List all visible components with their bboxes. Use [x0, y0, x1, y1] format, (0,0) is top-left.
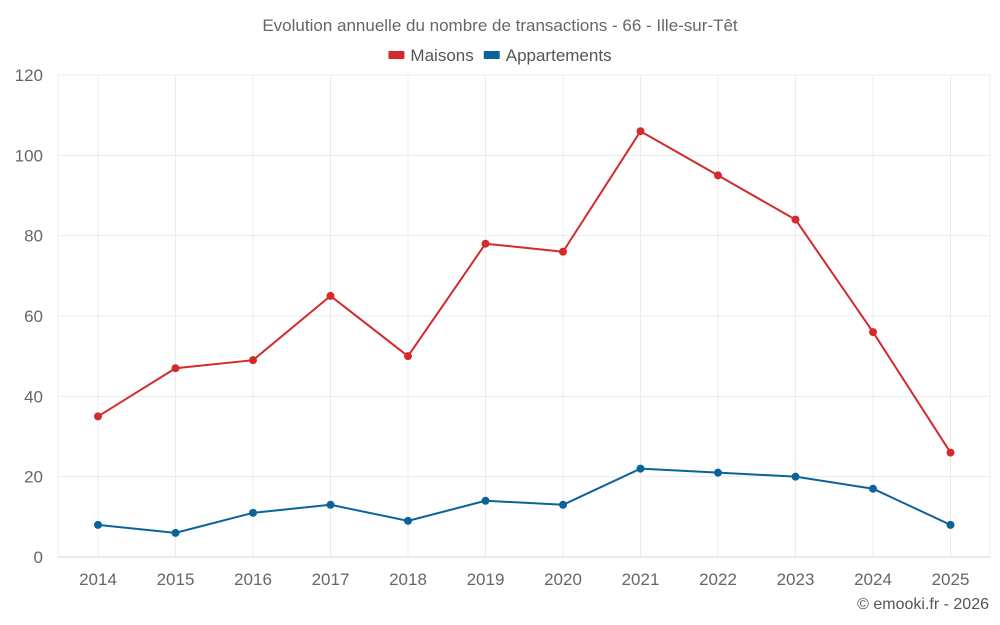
data-point-maisons[interactable] — [249, 356, 257, 365]
data-point-appartements[interactable] — [171, 528, 180, 537]
x-tick-label: 2025 — [932, 570, 970, 589]
x-axis-ticks: 2014 2015 2016 2017 2018 2019 2020 2021 2022 2023… — [79, 570, 969, 589]
legend: Maisons Appartements — [388, 46, 612, 65]
data-point-maisons[interactable] — [326, 291, 335, 300]
y-tick-label: 100 — [15, 146, 43, 165]
data-point-maisons[interactable] — [94, 412, 102, 421]
data-point-appartements[interactable] — [404, 516, 412, 525]
series-line-appartements — [97, 467, 951, 534]
x-tick-label: 2024 — [854, 570, 892, 589]
x-tick-label: 2016 — [234, 570, 272, 589]
x-tick-label: 2015 — [157, 570, 195, 589]
y-tick-label: 80 — [24, 227, 43, 246]
data-point-maisons[interactable] — [404, 352, 412, 361]
data-point-appartements[interactable] — [869, 484, 877, 493]
data-point-maisons[interactable] — [481, 239, 490, 248]
data-point-appartements[interactable] — [94, 520, 102, 529]
y-tick-label: 0 — [34, 548, 43, 567]
x-tick-label: 2019 — [467, 570, 505, 589]
data-point-appartements[interactable] — [249, 508, 257, 517]
data-point-maisons[interactable] — [946, 448, 955, 457]
x-gridlines — [57, 75, 991, 557]
y-gridlines — [58, 74, 990, 478]
x-tick-label: 2022 — [699, 570, 737, 589]
data-point-maisons[interactable] — [714, 171, 722, 180]
series-maisons — [94, 127, 955, 457]
data-point-maisons[interactable] — [636, 127, 645, 136]
data-point-maisons[interactable] — [869, 328, 877, 337]
data-point-appartements[interactable] — [946, 520, 955, 529]
series-line-maisons — [97, 130, 952, 454]
y-tick-label: 20 — [24, 468, 43, 487]
legend-item-appartements[interactable]: Appartements — [483, 46, 612, 65]
legend-label-maisons: Maisons — [410, 46, 473, 65]
x-tick-label: 2023 — [777, 570, 815, 589]
data-point-appartements[interactable] — [636, 464, 645, 473]
x-tick-label: 2018 — [389, 570, 427, 589]
data-point-appartements[interactable] — [714, 468, 722, 477]
x-tick-label: 2014 — [79, 570, 117, 589]
y-tick-label: 40 — [24, 387, 43, 406]
data-point-maisons[interactable] — [791, 215, 800, 224]
legend-swatch-appartements — [483, 51, 500, 59]
series-appartements — [94, 464, 955, 537]
y-axis-ticks: 0 20 40 60 80 100 120 — [15, 66, 43, 567]
data-point-maisons[interactable] — [171, 364, 180, 373]
x-tick-label: 2017 — [312, 570, 350, 589]
data-point-maisons[interactable] — [559, 247, 567, 256]
x-tick-label: 2020 — [544, 570, 582, 589]
y-tick-label: 60 — [24, 307, 43, 326]
legend-label-appartements: Appartements — [506, 46, 612, 65]
data-point-appartements[interactable] — [559, 500, 567, 509]
data-point-appartements[interactable] — [791, 472, 800, 481]
legend-swatch-maisons — [388, 51, 405, 59]
data-point-appartements[interactable] — [481, 496, 490, 505]
legend-item-maisons[interactable]: Maisons — [388, 46, 474, 65]
data-point-appartements[interactable] — [326, 500, 335, 509]
series-layer — [94, 127, 955, 537]
chart-credit: © emooki.fr - 2026 — [857, 596, 989, 613]
chart-title: Evolution annuelle du nombre de transact… — [262, 16, 738, 35]
x-tick-label: 2021 — [622, 570, 660, 589]
y-tick-label: 120 — [15, 66, 43, 85]
